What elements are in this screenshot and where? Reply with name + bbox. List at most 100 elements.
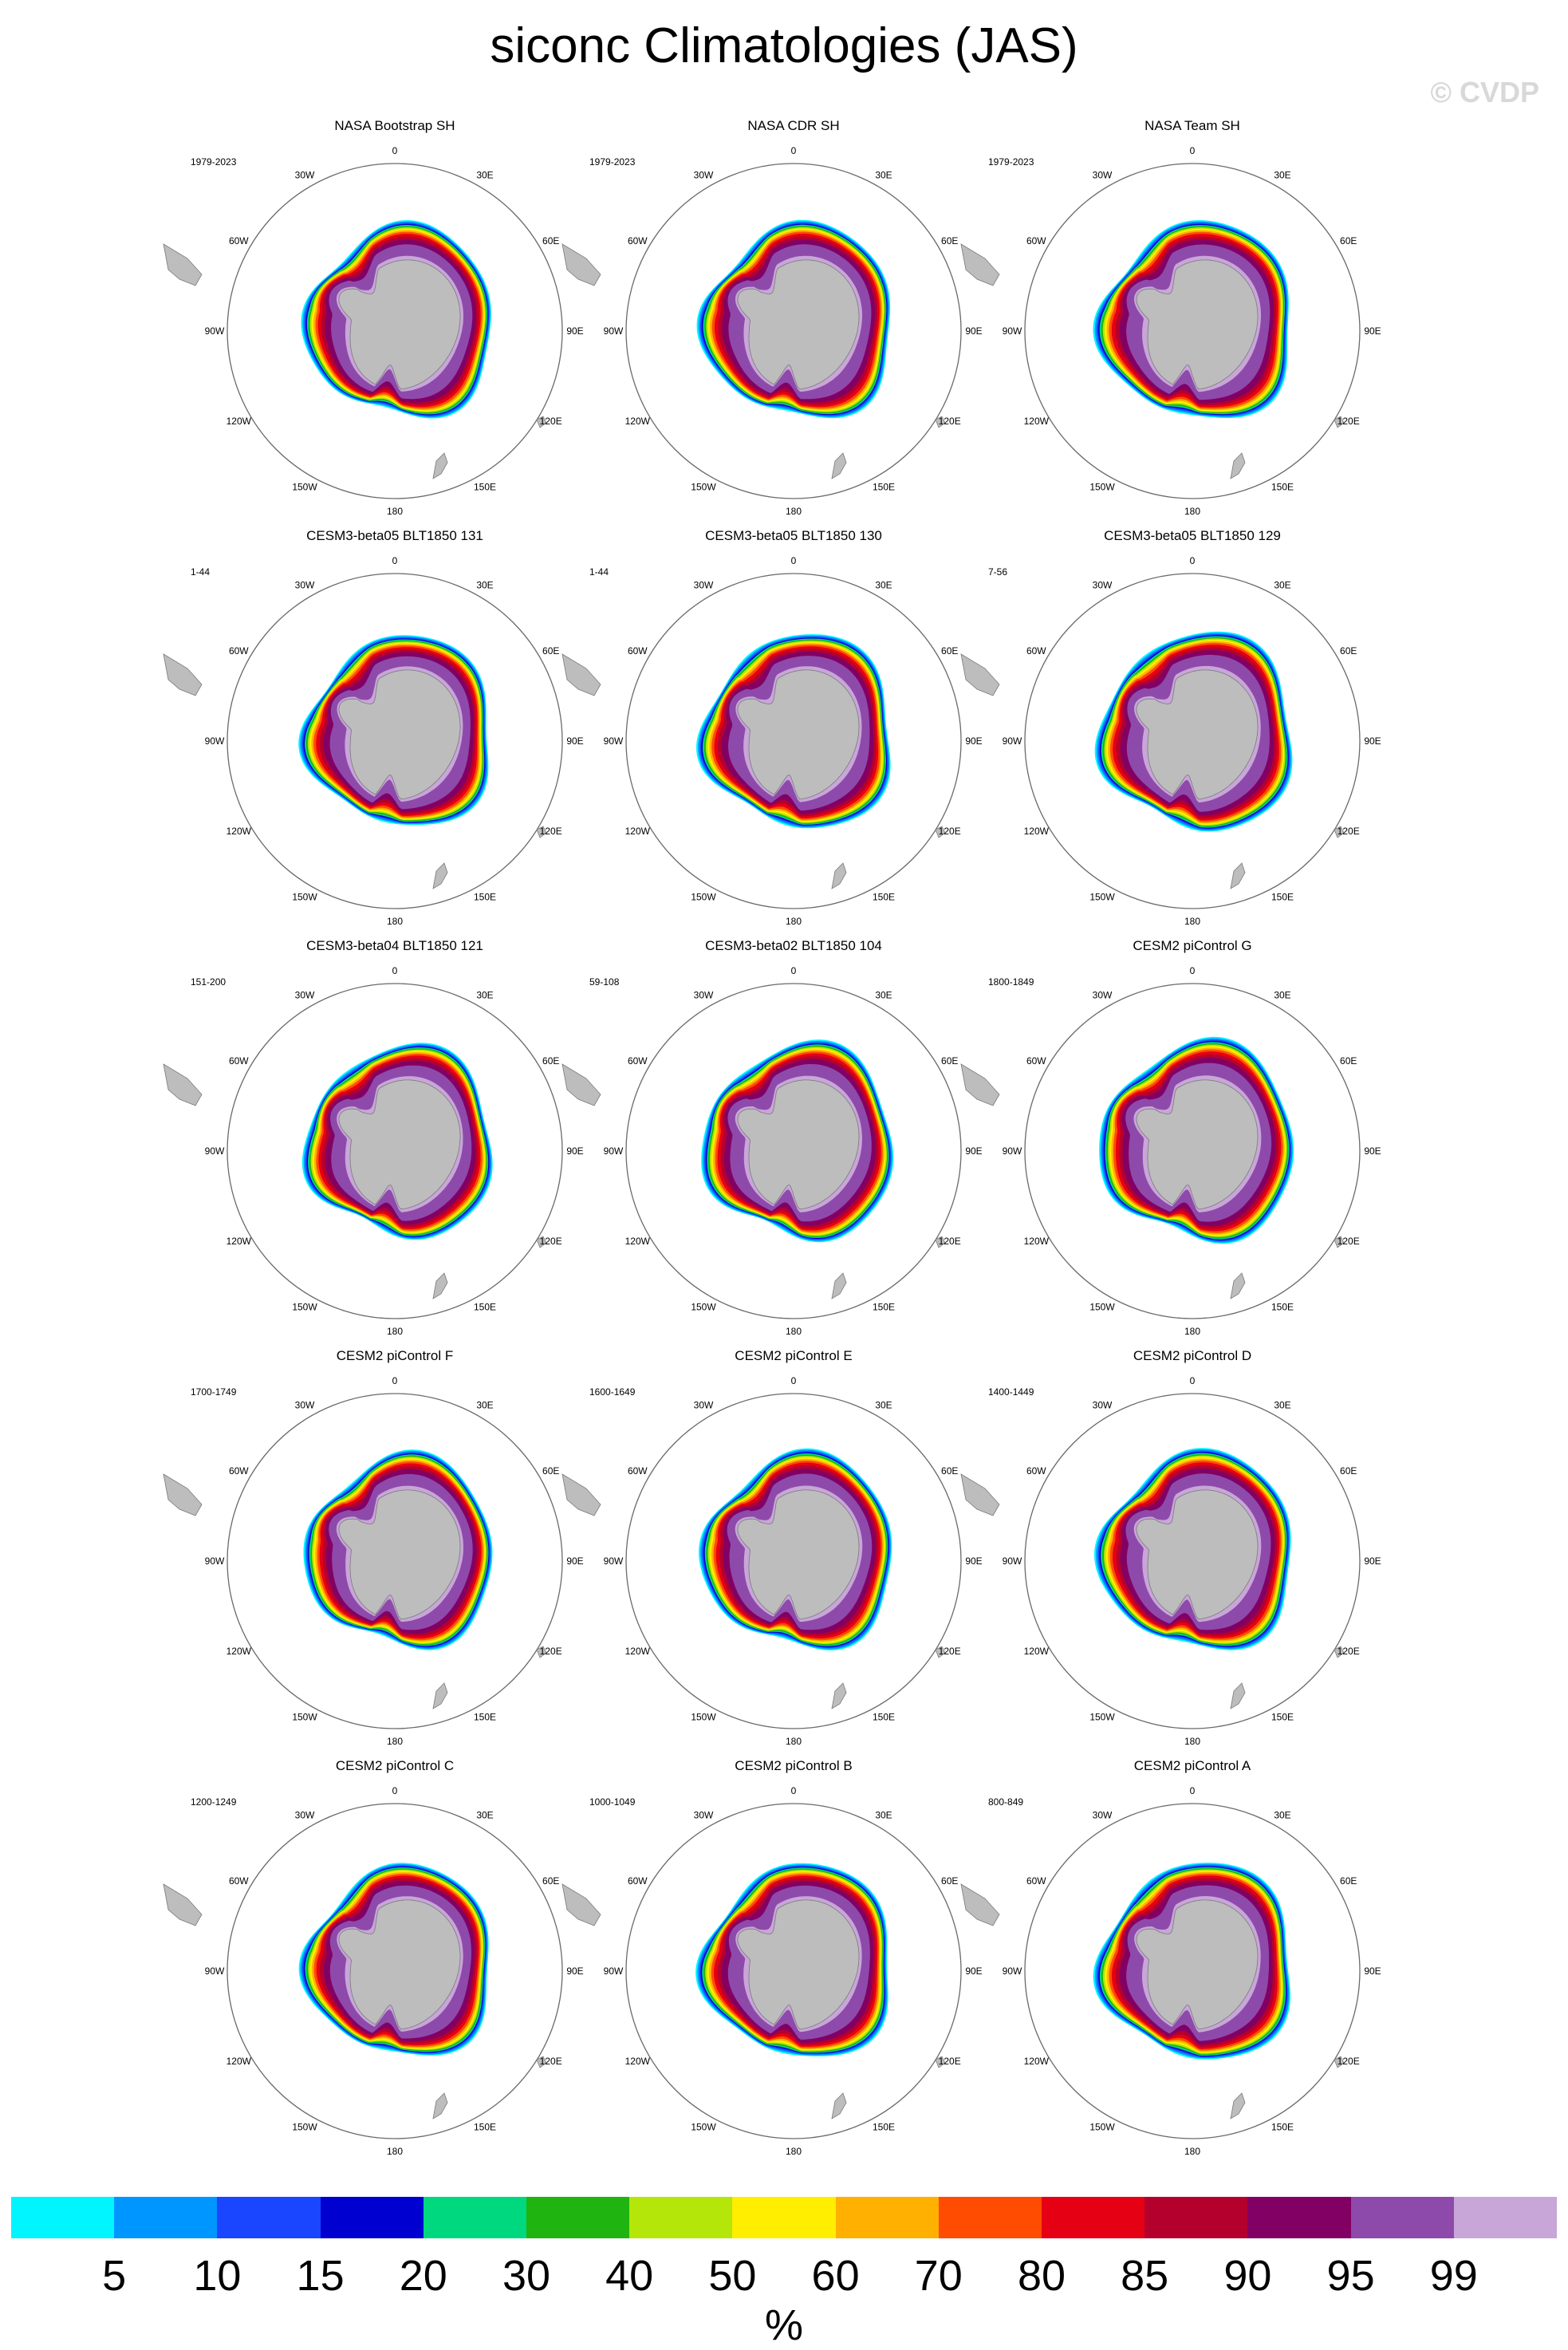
polar-map: 0 30E 60E 90E 120E 150E 180 150W 120W 90W 60W 30W — [561, 555, 983, 927]
antarctica-land — [737, 669, 860, 800]
polar-map: 0 30E 60E 90E 120E 150E 180 150W 120W 90W 60W 30W — [561, 1785, 983, 2157]
longitude-label: 30W — [1093, 989, 1113, 1000]
longitude-label: 150W — [292, 892, 317, 903]
south-america-land — [561, 1063, 601, 1106]
south-america-land — [960, 1883, 1000, 1926]
longitude-label: 90W — [604, 1145, 624, 1157]
map-panel: CESM3-beta02 BLT1850 104 59-108 0 30E 60E 90E… — [554, 938, 1033, 1353]
longitude-label: 150W — [1089, 1712, 1115, 1723]
page-title: siconc Climatologies (JAS) — [490, 18, 1078, 73]
longitude-label: 60W — [628, 1465, 648, 1477]
longitude-label: 90W — [205, 1145, 225, 1157]
longitude-label: 60E — [1340, 1875, 1357, 1887]
longitude-label: 90W — [1003, 325, 1022, 337]
colorbar-tick-label: 95 — [1326, 2252, 1375, 2300]
longitude-label: 30E — [1274, 579, 1290, 590]
longitude-label: 90W — [205, 325, 225, 337]
south-america-land — [960, 1473, 1000, 1516]
new-zealand-land — [831, 452, 847, 479]
longitude-label: 60W — [229, 1055, 249, 1067]
longitude-label: 120W — [227, 1646, 252, 1657]
panel-title: CESM2 piControl A — [1133, 1758, 1251, 1773]
longitude-label: 150W — [1089, 1302, 1115, 1313]
colorbar-segment — [835, 2197, 940, 2238]
map-panel: CESM2 piControl B 1000-1049 0 30E 60E 90E 120E… — [554, 1758, 1033, 2173]
longitude-label: 90E — [1364, 325, 1381, 337]
colorbar-segment — [1042, 2197, 1145, 2238]
colorbar-tick-label: 70 — [914, 2252, 963, 2300]
panel-period: 1979-2023 — [988, 156, 1034, 168]
longitude-label: 60E — [1340, 645, 1357, 657]
longitude-label: 0 — [791, 145, 797, 156]
new-zealand-land — [1230, 452, 1246, 479]
colorbar-segment — [938, 2197, 1042, 2238]
map-panel: CESM3-beta05 BLT1850 129 7-56 0 30E 60E 90E 12… — [953, 528, 1432, 943]
longitude-label: 30E — [476, 579, 493, 590]
panel-title: CESM2 piControl E — [735, 1348, 853, 1363]
longitude-label: 120W — [227, 1236, 252, 1247]
longitude-label: 0 — [791, 1375, 797, 1386]
panel-period: 1800-1849 — [988, 976, 1034, 988]
map-panel: CESM2 piControl C 1200-1249 0 30E 60E 90E 120E… — [156, 1758, 634, 2173]
longitude-label: 30E — [875, 1399, 892, 1410]
longitude-label: 180 — [1184, 916, 1200, 927]
panel-period: 1-44 — [589, 566, 609, 578]
longitude-label: 0 — [392, 1785, 398, 1796]
colorbar-segment — [732, 2197, 837, 2238]
longitude-label: 180 — [786, 1326, 802, 1337]
longitude-label: 30E — [1274, 989, 1290, 1000]
longitude-label: 150E — [474, 1302, 496, 1313]
longitude-label: 90E — [566, 1555, 583, 1567]
antarctica-land — [338, 669, 461, 800]
longitude-label: 30W — [694, 989, 714, 1000]
longitude-label: 90W — [1003, 1555, 1022, 1567]
map-panel: NASA CDR SH 1979-2023 0 30E 60E 90E 120E 150E 18… — [554, 118, 1033, 533]
longitude-label: 90W — [1003, 1966, 1022, 1977]
longitude-label: 60W — [229, 1875, 249, 1887]
colorbar-segment — [1144, 2197, 1248, 2238]
south-america-land — [163, 1883, 203, 1926]
longitude-label: 60E — [941, 1465, 958, 1477]
longitude-label: 150E — [873, 482, 895, 493]
longitude-label: 30E — [875, 989, 892, 1000]
antarctica-land — [1136, 1899, 1259, 2030]
tasmania-land — [536, 826, 547, 838]
longitude-label: 150W — [691, 1712, 716, 1723]
longitude-label: 60E — [542, 1465, 559, 1477]
panel-title: CESM2 piControl D — [1133, 1348, 1252, 1363]
longitude-label: 120W — [1024, 1646, 1050, 1657]
tasmania-land — [935, 416, 946, 428]
longitude-label: 60W — [229, 645, 249, 657]
panel-period: 59-108 — [589, 976, 620, 988]
map-panel: CESM3-beta05 BLT1850 130 1-44 0 30E 60E 90E 12… — [554, 528, 1033, 943]
colorbar-tick-label: 99 — [1429, 2252, 1478, 2300]
new-zealand-land — [831, 2092, 847, 2119]
longitude-label: 30W — [694, 169, 714, 180]
colorbar-tick-label: 80 — [1017, 2252, 1066, 2300]
antarctica-land — [1136, 669, 1259, 800]
new-zealand-land — [831, 862, 847, 889]
colorbar-tick-label: 10 — [193, 2252, 242, 2300]
south-america-land — [163, 1063, 203, 1106]
colorbar-segment — [629, 2197, 733, 2238]
longitude-label: 0 — [1190, 1375, 1196, 1386]
longitude-label: 180 — [387, 916, 403, 927]
longitude-label: 150W — [691, 892, 716, 903]
colorbar-segment — [423, 2197, 527, 2238]
longitude-label: 30E — [875, 579, 892, 590]
antarctica-land — [737, 1899, 860, 2030]
longitude-label: 180 — [786, 506, 802, 517]
colorbar-segment — [217, 2197, 321, 2238]
longitude-label: 150E — [873, 2122, 895, 2133]
longitude-label: 30W — [295, 1399, 315, 1410]
longitude-label: 180 — [1184, 506, 1200, 517]
panel-period: 1600-1649 — [589, 1386, 636, 1398]
longitude-label: 120E — [939, 2056, 961, 2067]
tasmania-land — [1334, 826, 1345, 838]
panel-title: CESM2 piControl F — [336, 1348, 454, 1363]
longitude-label: 30E — [476, 989, 493, 1000]
panel-period: 1-44 — [191, 566, 211, 578]
longitude-label: 150W — [1089, 892, 1115, 903]
longitude-label: 120W — [625, 1646, 651, 1657]
south-america-land — [163, 243, 203, 286]
